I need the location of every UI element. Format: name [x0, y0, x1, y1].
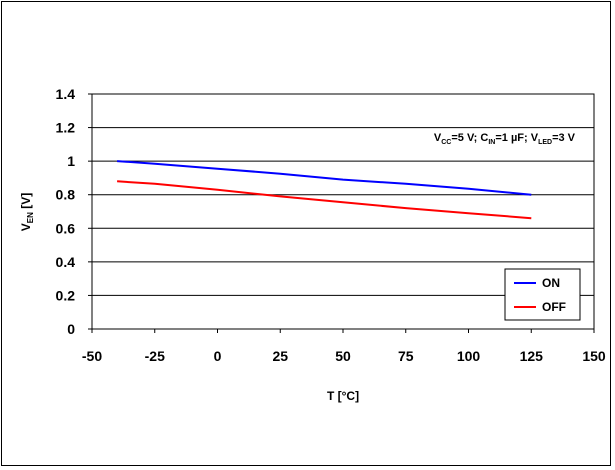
x-axis-label: T [°C]: [327, 389, 359, 403]
x-tick-labels: -50 -25 0 25 50 75 100 125 150: [82, 329, 606, 364]
legend-box: [504, 268, 581, 321]
series-line-off: [117, 180, 532, 220]
cond-vled-rest: =3 V: [552, 132, 576, 144]
series-line-on: [117, 160, 532, 196]
x-tick-label: 25: [272, 348, 288, 364]
y-tick-label: 1.4: [56, 86, 76, 102]
x-tick-label: 0: [214, 348, 222, 364]
x-tick-label: 75: [398, 348, 414, 364]
x-tick-label: 125: [520, 348, 544, 364]
x-tick-label: -25: [145, 348, 165, 364]
cond-cin-sub: IN: [488, 139, 495, 146]
legend-label-off: OFF: [542, 300, 566, 314]
x-tick-label: 150: [582, 348, 606, 364]
y-tick-label: 0.4: [56, 254, 76, 270]
x-tick-label: -50: [82, 348, 102, 364]
y-tick-label: 0.2: [56, 287, 76, 303]
cond-cin-rest: =1 µF; V: [495, 132, 538, 144]
y-tick-label: 0: [67, 321, 75, 337]
cond-vcc-v: V: [434, 132, 442, 144]
y-tick-label: 1: [67, 153, 75, 169]
y-tick-label: 0.6: [56, 220, 76, 236]
legend-label-on: ON: [542, 276, 560, 290]
y-tick-label: 1.2: [56, 120, 76, 136]
grid-lines: [92, 127, 594, 296]
y-axis-label: VEN [V]: [19, 193, 35, 231]
cond-vcc-sub: CC: [441, 139, 451, 146]
conditions-annotation: VCC=5 V; CIN=1 µF; VLED=3 V: [434, 132, 576, 146]
y-axis-label-sub: EN: [26, 212, 35, 223]
x-tick-label: 100: [457, 348, 481, 364]
y-axis-label-main: V: [19, 223, 33, 231]
series-lines: [117, 160, 532, 220]
cond-vcc-rest: =5 V; C: [451, 132, 488, 144]
x-tick-label: 50: [335, 348, 351, 364]
y-tick-label: 0.8: [56, 187, 76, 203]
cond-vled-sub: LED: [538, 139, 552, 146]
y-axis-label-rest: [V]: [19, 193, 33, 212]
legend: ON OFF: [504, 268, 581, 321]
y-tick-labels: 0 0.2 0.4 0.6 0.8 1 1.2 1.4: [56, 86, 92, 337]
